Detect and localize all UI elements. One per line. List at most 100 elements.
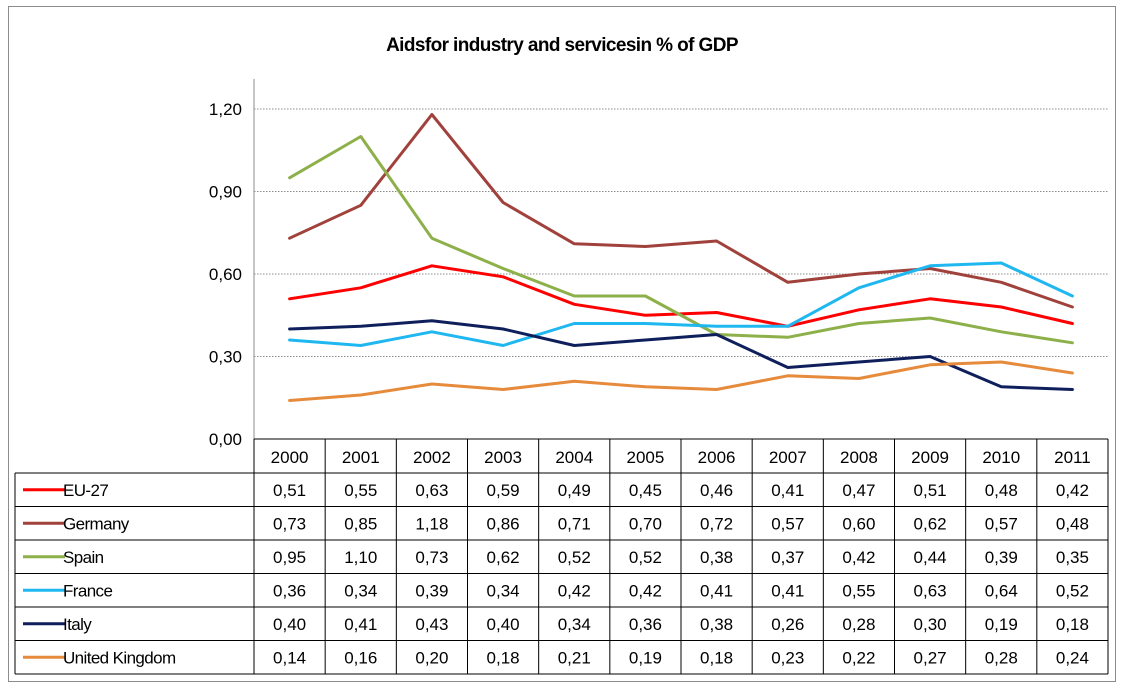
- data-table: 2000 2001 2002 2003 2004 2005 2006 2007 2008 2009…: [14, 438, 1109, 675]
- data-label: 0,60: [842, 514, 875, 533]
- x-tick-label: 2011: [1054, 448, 1091, 467]
- data-label: 0,51: [273, 481, 306, 500]
- data-label: 0,62: [487, 548, 520, 567]
- data-label: 0,45: [629, 481, 662, 500]
- data-label: 0,64: [985, 581, 1018, 600]
- data-label: 0,57: [985, 514, 1018, 533]
- data-label: 0,95: [273, 548, 306, 567]
- data-label: 0,43: [415, 615, 448, 634]
- series-line: [288, 113, 1074, 309]
- data-label: 0,26: [771, 615, 804, 634]
- legend-label: EU-27: [63, 481, 108, 500]
- y-axis-ticks: 0,00 0,30 0,60 0,90 1,20: [209, 100, 242, 449]
- x-tick-label: 2001: [342, 448, 380, 467]
- x-tick-label: 2000: [271, 448, 309, 467]
- data-label: 0,40: [487, 615, 520, 634]
- series-line: [288, 264, 1074, 328]
- data-label: 0,36: [273, 581, 306, 600]
- data-label: 0,36: [629, 615, 662, 634]
- data-label: 0,30: [914, 615, 947, 634]
- data-label: 0,52: [1056, 581, 1089, 600]
- data-label: 0,16: [344, 648, 377, 667]
- series-lines: [288, 113, 1074, 402]
- data-label: 0,52: [629, 548, 662, 567]
- x-tick-label: 2004: [555, 448, 593, 467]
- data-label: 0,63: [415, 481, 448, 500]
- data-label: 0,21: [558, 648, 591, 667]
- data-label: 1,10: [344, 548, 377, 567]
- data-label: 1,18: [415, 514, 448, 533]
- data-label: 0,39: [415, 581, 448, 600]
- data-label: 0,42: [1056, 481, 1089, 500]
- data-label: 0,18: [700, 648, 733, 667]
- data-label: 0,71: [558, 514, 591, 533]
- y-tick-label: 0,90: [209, 183, 242, 202]
- data-label: 0,55: [842, 581, 875, 600]
- data-label: 0,48: [1056, 514, 1089, 533]
- chart-frame: Aidsfor industry and servicesin % of GDP…: [8, 6, 1116, 682]
- series-line: [288, 360, 1074, 402]
- data-label: 0,34: [344, 581, 377, 600]
- y-tick-label: 0,00: [209, 430, 242, 449]
- data-label: 0,20: [415, 648, 448, 667]
- data-label: 0,24: [1056, 648, 1089, 667]
- data-label: 0,49: [558, 481, 591, 500]
- y-tick-label: 0,60: [209, 265, 242, 284]
- data-label: 0,35: [1056, 548, 1089, 567]
- data-label: 0,14: [273, 648, 306, 667]
- data-label: 0,34: [487, 581, 520, 600]
- data-label: 0,41: [344, 615, 377, 634]
- data-label: 0,46: [700, 481, 733, 500]
- legend-label: Spain: [63, 548, 104, 567]
- x-tick-label: 2002: [413, 448, 451, 467]
- y-tick-label: 1,20: [209, 100, 242, 119]
- data-label: 0,55: [344, 481, 377, 500]
- data-label: 0,40: [273, 615, 306, 634]
- data-label: 0,27: [914, 648, 947, 667]
- data-label: 0,85: [344, 514, 377, 533]
- legend-label: United Kingdom: [63, 648, 176, 667]
- data-label: 0,48: [985, 481, 1018, 500]
- x-tick-label: 2007: [769, 448, 807, 467]
- data-label: 0,42: [558, 581, 591, 600]
- series-line: [288, 135, 1074, 345]
- data-label: 0,19: [629, 648, 662, 667]
- data-label: 0,41: [771, 581, 804, 600]
- data-label: 0,34: [558, 615, 591, 634]
- data-label: 0,63: [914, 581, 947, 600]
- data-label: 0,62: [914, 514, 947, 533]
- line-chart: Aidsfor industry and servicesin % of GDP…: [14, 35, 1109, 675]
- data-label: 0,42: [842, 548, 875, 567]
- legend-label: Italy: [63, 615, 92, 634]
- data-label: 0,38: [700, 548, 733, 567]
- data-label: 0,19: [985, 615, 1018, 634]
- chart-title: Aidsfor industry and servicesin % of GDP: [386, 35, 739, 56]
- x-tick-label: 2008: [840, 448, 878, 467]
- data-label: 0,28: [985, 648, 1018, 667]
- data-label: 0,39: [985, 548, 1018, 567]
- data-label: 0,41: [700, 581, 733, 600]
- legend-label: Germany: [63, 514, 130, 533]
- data-label: 0,44: [914, 548, 947, 567]
- data-label: 0,59: [487, 481, 520, 500]
- data-label: 0,42: [629, 581, 662, 600]
- data-label: 0,41: [771, 481, 804, 500]
- data-label: 0,51: [914, 481, 947, 500]
- data-label: 0,47: [842, 481, 875, 500]
- x-tick-label: 2003: [484, 448, 522, 467]
- y-tick-label: 0,30: [209, 348, 242, 367]
- x-tick-label: 2006: [698, 448, 736, 467]
- data-label: 0,70: [629, 514, 662, 533]
- data-label: 0,86: [487, 514, 520, 533]
- x-tick-label: 2010: [982, 448, 1020, 467]
- data-label: 0,73: [415, 548, 448, 567]
- data-label: 0,18: [1056, 615, 1089, 634]
- data-label: 0,52: [558, 548, 591, 567]
- legend-label: France: [63, 581, 112, 600]
- data-label: 0,28: [842, 615, 875, 634]
- series-line: [288, 319, 1074, 391]
- data-label: 0,22: [842, 648, 875, 667]
- x-tick-label: 2009: [911, 448, 949, 467]
- data-label: 0,73: [273, 514, 306, 533]
- x-tick-label: 2005: [627, 448, 665, 467]
